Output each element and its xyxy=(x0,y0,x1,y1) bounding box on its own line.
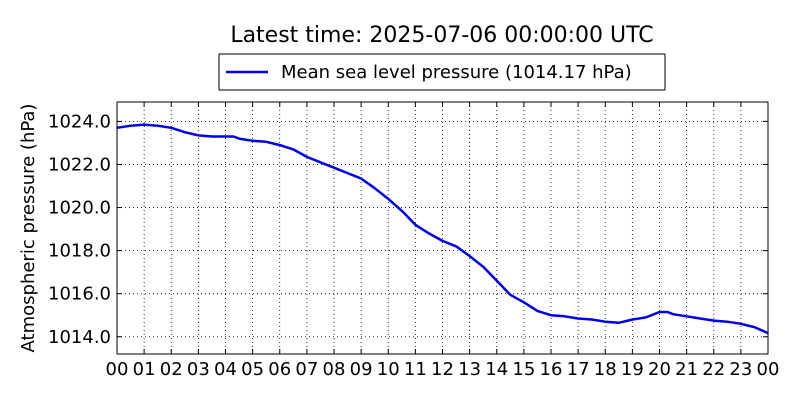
data-point xyxy=(387,198,390,200)
data-point xyxy=(658,311,661,313)
data-point xyxy=(563,315,566,318)
data-point xyxy=(482,265,484,268)
data-point xyxy=(184,131,186,133)
x-tick-label: 05 xyxy=(241,359,264,380)
data-point xyxy=(685,315,688,318)
grid xyxy=(117,102,768,354)
x-tick-label: 20 xyxy=(648,359,671,380)
y-tick-label: 1014.0 xyxy=(48,327,111,348)
x-tick-label: 16 xyxy=(540,359,563,380)
x-tick-label: 15 xyxy=(512,359,535,380)
data-point xyxy=(265,141,267,143)
data-point xyxy=(278,144,281,146)
x-tick-label: 12 xyxy=(431,359,454,380)
data-point xyxy=(401,209,403,212)
legend-label: Mean sea level pressure (1014.17 hPa) xyxy=(281,62,632,83)
x-tick-label: 18 xyxy=(594,359,617,380)
y-tick-label: 1018.0 xyxy=(48,241,111,262)
plot-area-frame xyxy=(116,101,769,355)
data-point xyxy=(740,323,742,325)
x-tick-label: 11 xyxy=(404,359,427,380)
data-point xyxy=(509,293,512,296)
x-tick-label: 07 xyxy=(295,359,318,380)
x-axis: 00 01 02 03 04 05 06 07 08 09 10 11 12 13 14 15 16 17 18 19… xyxy=(106,102,780,380)
x-tick-label: 04 xyxy=(214,359,237,380)
series-layer xyxy=(116,123,769,335)
data-point xyxy=(373,187,376,189)
data-point xyxy=(753,326,756,328)
data-point xyxy=(618,321,620,324)
data-point xyxy=(536,310,539,312)
x-tick-label: 19 xyxy=(621,359,644,380)
series-line xyxy=(116,123,769,335)
data-point xyxy=(523,301,525,304)
data-point xyxy=(333,166,335,169)
x-tick-label: 22 xyxy=(702,359,725,380)
data-point xyxy=(224,135,227,138)
chart-title: Latest time: 2025-07-06 00:00:00 UTC xyxy=(230,23,653,48)
data-point xyxy=(726,320,729,323)
data-point xyxy=(292,148,295,151)
y-tick-label: 1016.0 xyxy=(48,284,111,305)
y-tick-label: 1024.0 xyxy=(48,111,111,132)
x-tick-label: 10 xyxy=(377,359,400,380)
data-point xyxy=(129,124,132,127)
x-tick-label: 01 xyxy=(133,359,156,380)
data-point xyxy=(170,127,173,129)
legend: Mean sea level pressure (1014.17 hPa) xyxy=(218,53,666,91)
data-point xyxy=(495,279,498,282)
data-point xyxy=(577,317,579,320)
x-tick-label: 08 xyxy=(323,359,346,380)
data-point xyxy=(156,124,159,127)
x-tick-label: 06 xyxy=(268,359,291,380)
x-tick-label: 13 xyxy=(458,359,481,380)
y-axis-label: Atmospheric pressure (hPa) xyxy=(18,104,39,353)
x-tick-label: 02 xyxy=(160,359,183,380)
data-point xyxy=(414,223,417,226)
x-tick-label: 03 xyxy=(187,359,210,380)
data-point xyxy=(645,316,647,319)
data-point xyxy=(604,320,607,323)
data-point xyxy=(428,232,430,235)
y-tick-label: 1022.0 xyxy=(48,154,111,175)
data-point xyxy=(360,177,362,180)
data-point xyxy=(211,135,213,138)
y-axis: 1014.0 1016.0 1018.0 1020.0 1022.0 1024.0 xyxy=(48,111,768,348)
x-tick-label: 00 xyxy=(757,359,780,380)
data-point xyxy=(550,314,552,317)
data-point xyxy=(699,317,701,320)
data-point xyxy=(672,313,674,315)
x-tick-label: 14 xyxy=(485,359,508,380)
data-point xyxy=(306,156,308,158)
data-point xyxy=(441,240,444,242)
data-point xyxy=(590,318,593,321)
legend-box xyxy=(218,53,666,91)
data-point xyxy=(197,134,200,137)
x-tick-label: 09 xyxy=(350,359,373,380)
data-point xyxy=(251,139,254,142)
data-point xyxy=(666,311,669,313)
data-point xyxy=(232,135,235,138)
data-point xyxy=(455,245,457,248)
x-tick-label: 17 xyxy=(567,359,590,380)
data-point xyxy=(631,318,634,321)
data-point xyxy=(712,319,715,322)
x-tick-label: 21 xyxy=(675,359,698,380)
y-tick-label: 1020.0 xyxy=(48,198,111,219)
data-point xyxy=(346,172,349,174)
x-tick-label: 23 xyxy=(729,359,752,380)
x-tick-label: 00 xyxy=(106,359,129,380)
data-point xyxy=(238,137,240,140)
data-point xyxy=(319,161,322,164)
data-point xyxy=(143,123,145,126)
data-point xyxy=(468,255,471,257)
